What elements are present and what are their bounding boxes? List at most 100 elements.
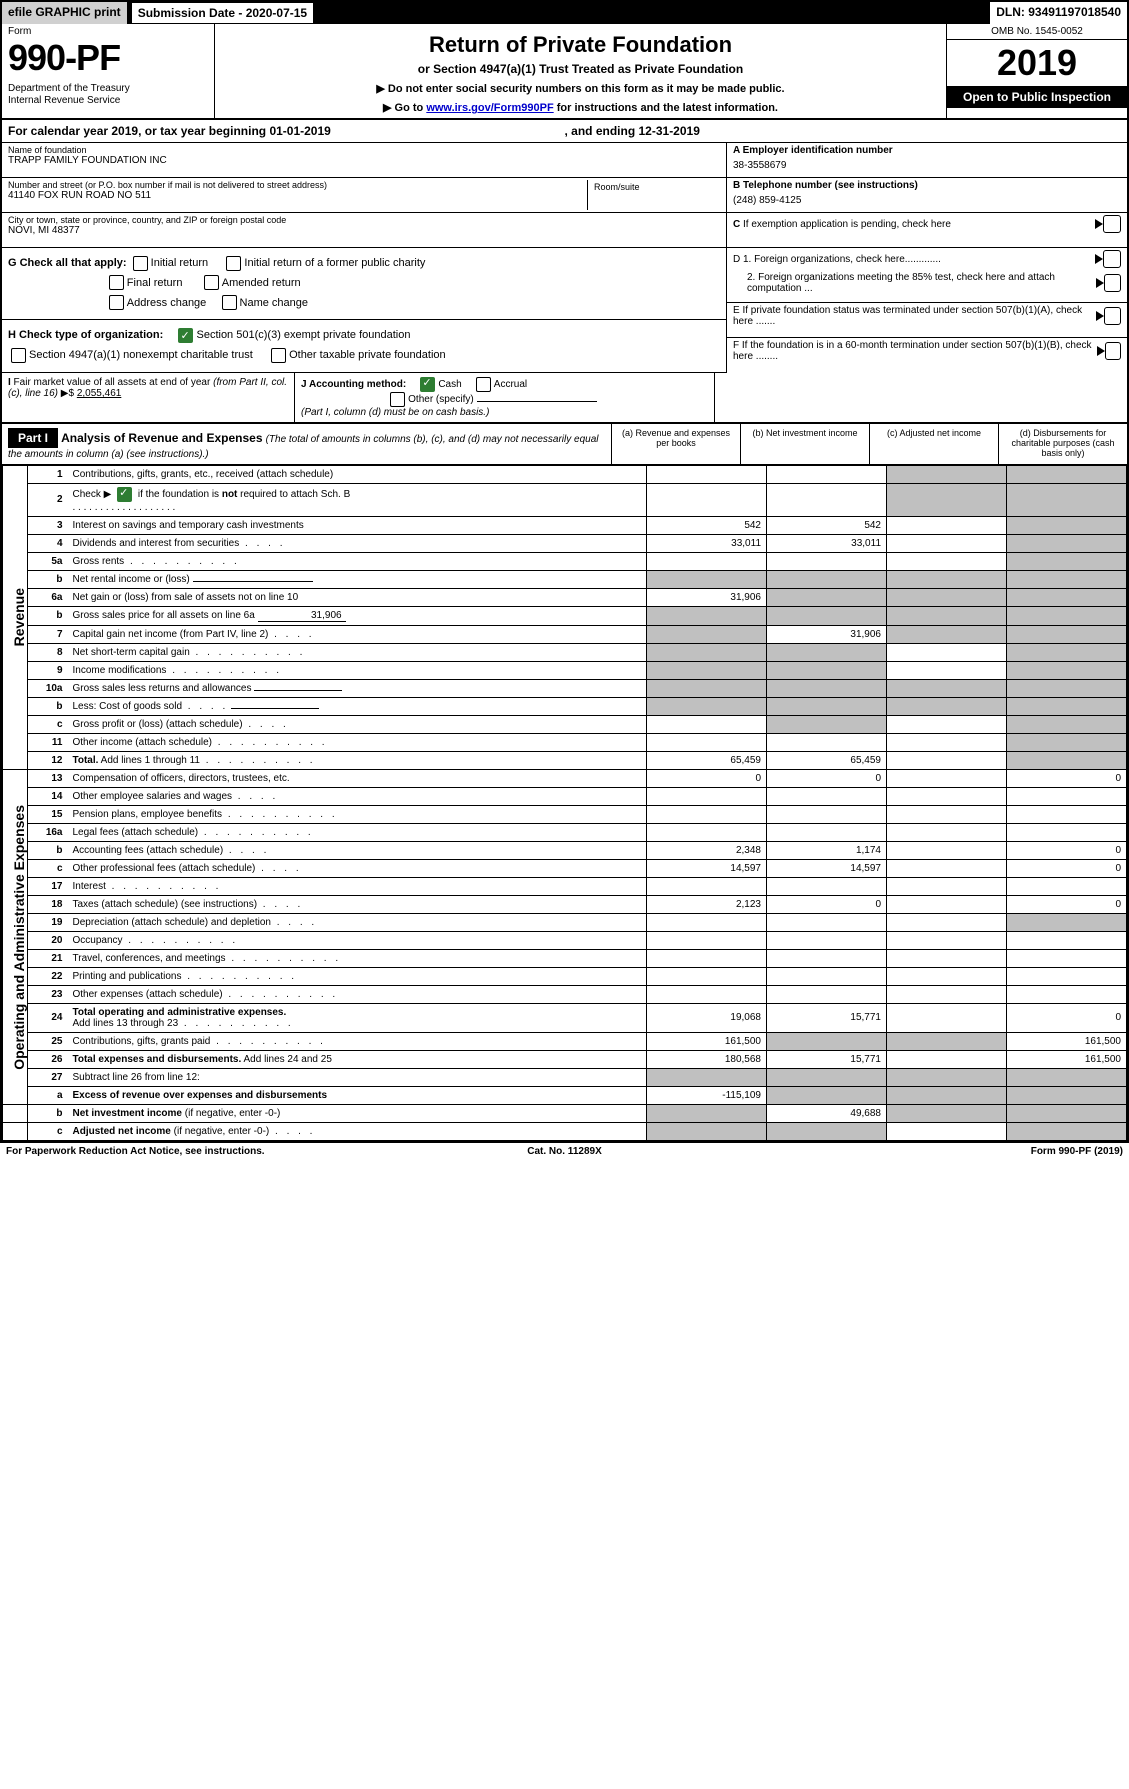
table-row: bNet rental income or (loss) xyxy=(3,570,1127,588)
table-row: 26Total expenses and disbursements. Add … xyxy=(3,1050,1127,1068)
header-left: Form 990-PF Department of the Treasury I… xyxy=(2,24,215,118)
col-d-header: (d) Disbursements for charitable purpose… xyxy=(998,424,1127,464)
c-checkbox[interactable] xyxy=(1103,215,1121,233)
fmv-block: I Fair market value of all assets at end… xyxy=(2,373,295,422)
table-row: 6aNet gain or (loss) from sale of assets… xyxy=(3,588,1127,606)
accrual-checkbox[interactable] xyxy=(476,377,491,392)
table-row: 16aLegal fees (attach schedule) xyxy=(3,823,1127,841)
d2-checkbox[interactable] xyxy=(1104,274,1121,292)
arrow-icon xyxy=(1097,346,1105,356)
other-taxable-checkbox[interactable] xyxy=(271,348,286,363)
501c3-checkbox[interactable] xyxy=(178,328,193,343)
irs-link[interactable]: www.irs.gov/Form990PF xyxy=(426,102,553,114)
d-row: D 1. Foreign organizations, check here..… xyxy=(727,248,1127,303)
initial-former-checkbox[interactable] xyxy=(226,256,241,271)
other-method-checkbox[interactable] xyxy=(390,392,405,407)
f-checkbox[interactable] xyxy=(1105,342,1121,360)
footer: For Paperwork Reduction Act Notice, see … xyxy=(0,1143,1129,1160)
open-public: Open to Public Inspection xyxy=(947,86,1127,108)
paperwork-notice: For Paperwork Reduction Act Notice, see … xyxy=(6,1146,378,1157)
header-right: OMB No. 1545-0052 2019 Open to Public In… xyxy=(946,24,1127,118)
table-row: 23Other expenses (attach schedule) xyxy=(3,985,1127,1003)
table-row: aExcess of revenue over expenses and dis… xyxy=(3,1086,1127,1104)
cat-number: Cat. No. 11289X xyxy=(378,1146,750,1157)
header: Form 990-PF Department of the Treasury I… xyxy=(2,24,1127,120)
4947a1-checkbox[interactable] xyxy=(11,348,26,363)
omb-number: OMB No. 1545-0052 xyxy=(947,24,1127,40)
table-row: 2Check ▶ if the foundation is not requir… xyxy=(3,483,1127,516)
part-i-badge: Part I xyxy=(8,428,58,448)
d1-checkbox[interactable] xyxy=(1103,250,1121,268)
table-row: 17Interest xyxy=(3,877,1127,895)
table-row: 8Net short-term capital gain xyxy=(3,643,1127,661)
form-number: 990-PF xyxy=(8,37,208,79)
final-return-checkbox[interactable] xyxy=(109,275,124,290)
col-a-header: (a) Revenue and expenses per books xyxy=(611,424,740,464)
submission-date: Submission Date - 2020-07-15 xyxy=(131,2,314,24)
table-row: 10aGross sales less returns and allowanc… xyxy=(3,679,1127,697)
foundation-name-row: Name of foundation TRAPP FAMILY FOUNDATI… xyxy=(2,143,726,178)
table-row: bNet investment income (if negative, ent… xyxy=(3,1104,1127,1122)
table-row: 3Interest on savings and temporary cash … xyxy=(3,516,1127,534)
arrow-icon xyxy=(1096,278,1104,288)
tax-year: 2019 xyxy=(947,40,1127,86)
f-row: F If the foundation is in a 60-month ter… xyxy=(727,338,1127,372)
initial-return-checkbox[interactable] xyxy=(133,256,148,271)
name-change-checkbox[interactable] xyxy=(222,295,237,310)
dln: DLN: 93491197018540 xyxy=(990,2,1127,24)
expenses-side: Operating and Administrative Expenses xyxy=(3,769,28,1104)
form-title: Return of Private Foundation xyxy=(225,32,936,58)
table-row: 9Income modifications xyxy=(3,661,1127,679)
amended-return-checkbox[interactable] xyxy=(204,275,219,290)
e-checkbox[interactable] xyxy=(1104,307,1121,325)
identification-section: Name of foundation TRAPP FAMILY FOUNDATI… xyxy=(2,143,1127,373)
cash-checkbox[interactable] xyxy=(420,377,435,392)
form-subtitle: or Section 4947(a)(1) Trust Treated as P… xyxy=(225,62,936,76)
id-right: A Employer identification number 38-3558… xyxy=(727,143,1127,373)
table-row: bGross sales price for all assets on lin… xyxy=(3,606,1127,625)
fmv-accounting-row: I Fair market value of all assets at end… xyxy=(2,373,1127,424)
arrow-icon xyxy=(1096,311,1104,321)
calendar-year-row: For calendar year 2019, or tax year begi… xyxy=(2,120,1127,143)
col-c-header: (c) Adjusted net income xyxy=(869,424,998,464)
table-row: bAccounting fees (attach schedule)2,3481… xyxy=(3,841,1127,859)
ein-row: A Employer identification number 38-3558… xyxy=(727,143,1127,178)
table-row: 27Subtract line 26 from line 12: xyxy=(3,1068,1127,1086)
revenue-side: Revenue xyxy=(3,465,28,769)
table-row: 19Depreciation (attach schedule) and dep… xyxy=(3,913,1127,931)
calendar-begin: For calendar year 2019, or tax year begi… xyxy=(8,124,565,138)
room-suite: Room/suite xyxy=(587,180,720,210)
g-check-row: G Check all that apply: Initial return I… xyxy=(2,248,726,320)
h-check-row: H Check type of organization: Section 50… xyxy=(2,320,726,373)
table-row: 5aGross rents xyxy=(3,552,1127,570)
table-row: bLess: Cost of goods sold xyxy=(3,697,1127,715)
table-row: 18Taxes (attach schedule) (see instructi… xyxy=(3,895,1127,913)
part-i-title-cell: Part I Analysis of Revenue and Expenses … xyxy=(2,424,611,464)
table-row: 25Contributions, gifts, grants paid161,5… xyxy=(3,1032,1127,1050)
form-ref: Form 990-PF (2019) xyxy=(751,1146,1123,1157)
arrow-icon xyxy=(1095,254,1103,264)
address-change-checkbox[interactable] xyxy=(109,295,124,310)
table-row: Operating and Administrative Expenses 13… xyxy=(3,769,1127,787)
calendar-end: , and ending 12-31-2019 xyxy=(565,124,1122,138)
table-row: 14Other employee salaries and wages xyxy=(3,787,1127,805)
col-b-header: (b) Net investment income xyxy=(740,424,869,464)
phone-row: B Telephone number (see instructions) (2… xyxy=(727,178,1127,213)
table-row: 24Total operating and administrative exp… xyxy=(3,1003,1127,1032)
header-center: Return of Private Foundation or Section … xyxy=(215,24,946,118)
e-row: E If private foundation status was termi… xyxy=(727,303,1127,338)
table-row: cOther professional fees (attach schedul… xyxy=(3,859,1127,877)
table-row: 20Occupancy xyxy=(3,931,1127,949)
table-row: cGross profit or (loss) (attach schedule… xyxy=(3,715,1127,733)
table-row: Revenue 1Contributions, gifts, grants, e… xyxy=(3,465,1127,483)
sch-b-checkbox[interactable] xyxy=(117,487,132,502)
table-row: 15Pension plans, employee benefits xyxy=(3,805,1127,823)
table-row: 21Travel, conferences, and meetings xyxy=(3,949,1127,967)
table-row: cAdjusted net income (if negative, enter… xyxy=(3,1122,1127,1140)
accounting-block: J Accounting method: Cash Accrual Other … xyxy=(295,373,715,422)
main-table: Revenue 1Contributions, gifts, grants, e… xyxy=(2,465,1127,1141)
c-row: C If exemption application is pending, c… xyxy=(727,213,1127,248)
form-word: Form xyxy=(8,26,208,37)
department: Department of the Treasury Internal Reve… xyxy=(8,83,208,107)
form-container: efile GRAPHIC print Submission Date - 20… xyxy=(0,0,1129,1143)
